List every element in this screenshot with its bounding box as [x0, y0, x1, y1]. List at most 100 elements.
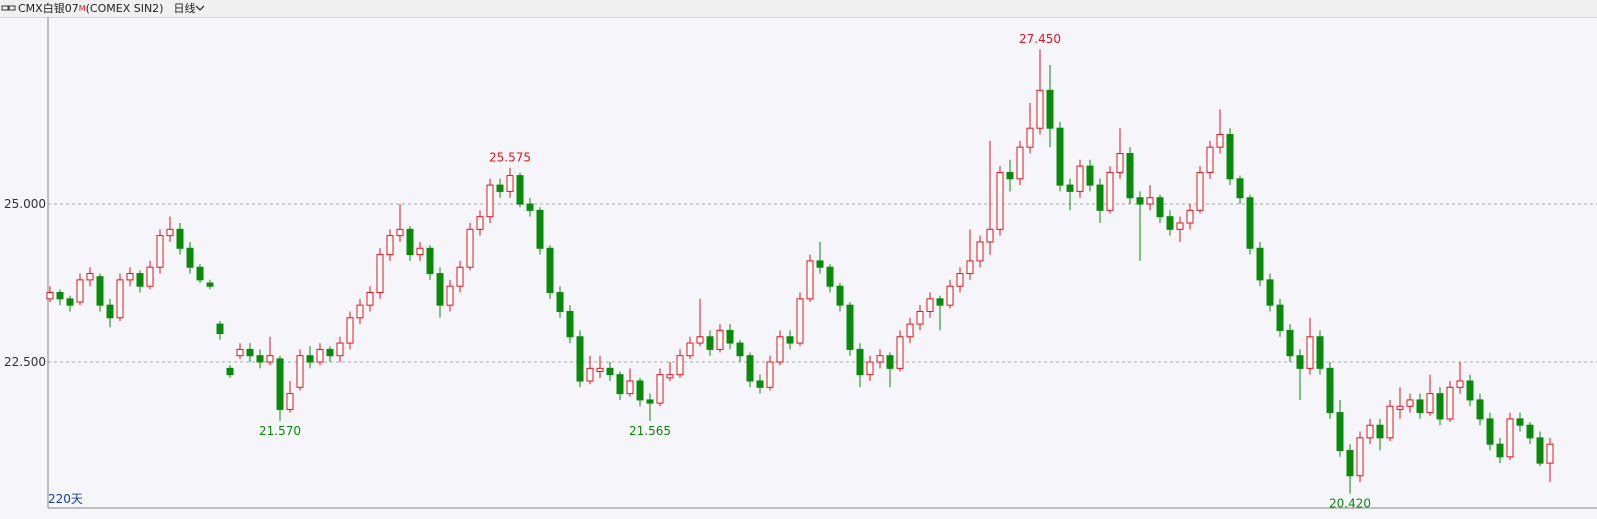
candle-body [1106, 171, 1114, 211]
candle-body [426, 247, 434, 275]
candle-body [736, 342, 744, 357]
candle-body [756, 380, 764, 388]
candle-body [66, 298, 74, 306]
candle-body [686, 342, 694, 357]
candle-body [1256, 247, 1264, 281]
candle-body [946, 285, 954, 306]
candle-body [136, 273, 144, 287]
candle-body [236, 348, 244, 357]
candle-body [786, 336, 794, 344]
extreme-label: 21.570 [259, 424, 301, 438]
candle-body [286, 393, 294, 410]
candle-body [226, 367, 234, 376]
candle-body [1136, 197, 1144, 205]
candle-body [696, 336, 704, 344]
candle-body [406, 228, 414, 256]
candle-body [1406, 399, 1414, 407]
candle-body [1126, 152, 1134, 199]
candle-body [956, 273, 964, 287]
candle-body [806, 260, 814, 300]
candle-body [1046, 89, 1054, 129]
candle-body [516, 175, 524, 205]
candle-body [1456, 380, 1464, 388]
candle-body [1066, 184, 1074, 192]
candle-body [906, 323, 914, 338]
candle-body [546, 247, 554, 294]
candle-body [666, 374, 674, 379]
candle-body [456, 266, 464, 287]
candle-body [156, 235, 164, 268]
period-select[interactable]: 日线 [173, 2, 205, 15]
candle-body [1326, 367, 1334, 414]
candle-body [676, 355, 684, 376]
y-tick-label: 22.500 [4, 355, 46, 369]
candle-body [1366, 424, 1374, 439]
candle-body [496, 184, 504, 192]
candle-body [1316, 336, 1324, 369]
candle-body [886, 355, 894, 369]
extreme-label: 27.450 [1019, 32, 1061, 46]
candle-body [1036, 89, 1044, 129]
candle-body [436, 273, 444, 306]
candle-body [476, 216, 484, 230]
period-label: 日线 [173, 2, 196, 15]
candle-body [726, 329, 734, 344]
candle-body [1386, 405, 1394, 439]
candle-body [1176, 222, 1184, 230]
candle-body [1396, 405, 1404, 410]
chart: 220天 22.500 25.000 25.575 27.450 21.570 21.56… [4, 17, 1597, 510]
candle-body [1476, 399, 1484, 420]
candle-body [626, 380, 634, 395]
candle-body [1416, 399, 1424, 414]
y-tick-label: 25.000 [4, 197, 46, 211]
candle-body [1246, 197, 1254, 249]
candle-body [256, 355, 264, 363]
candle-body [246, 348, 254, 357]
candle-body [356, 304, 364, 319]
candle-body [446, 285, 454, 306]
footer-label: 220天 [48, 492, 83, 506]
candle-body [606, 367, 614, 376]
extreme-label: 21.565 [629, 424, 671, 438]
candle-body [596, 367, 604, 373]
candle-body [866, 361, 874, 376]
candle-body [1336, 412, 1344, 451]
candle-body [1266, 279, 1274, 306]
candle-body [276, 358, 284, 410]
candle-body [86, 273, 94, 281]
candle-body [1156, 197, 1164, 218]
candle-body [1506, 418, 1514, 458]
candle-body [1436, 393, 1444, 420]
candle-body [1096, 184, 1104, 211]
candle-body [1516, 418, 1524, 426]
candle-body [1086, 165, 1094, 186]
candle-body [566, 310, 574, 338]
candle-body [1026, 127, 1034, 148]
candle-body [1376, 424, 1384, 439]
candle-body [346, 317, 354, 344]
candle-body [56, 292, 64, 300]
candle-body [1226, 134, 1234, 180]
extreme-label: 25.575 [489, 151, 531, 165]
candle-body [316, 348, 324, 363]
candle-body [336, 342, 344, 357]
candle-body [716, 329, 724, 350]
candle-body [466, 228, 474, 268]
candle-body [1076, 165, 1084, 192]
candle-body [1426, 393, 1434, 414]
candle-body [1446, 386, 1454, 420]
candle-body [96, 276, 104, 306]
candle-body [1116, 152, 1124, 173]
candle-body [306, 355, 314, 363]
candle-body [846, 304, 854, 350]
candle-body [616, 374, 624, 395]
candle-body [116, 279, 124, 319]
candle-body [46, 292, 54, 300]
candle-body [1296, 355, 1304, 369]
candle-body [706, 336, 714, 350]
candle-body [776, 336, 784, 363]
candle-body [1356, 437, 1364, 477]
candle-body [396, 228, 404, 237]
candle-body [1486, 418, 1494, 445]
candle-body [986, 228, 994, 243]
